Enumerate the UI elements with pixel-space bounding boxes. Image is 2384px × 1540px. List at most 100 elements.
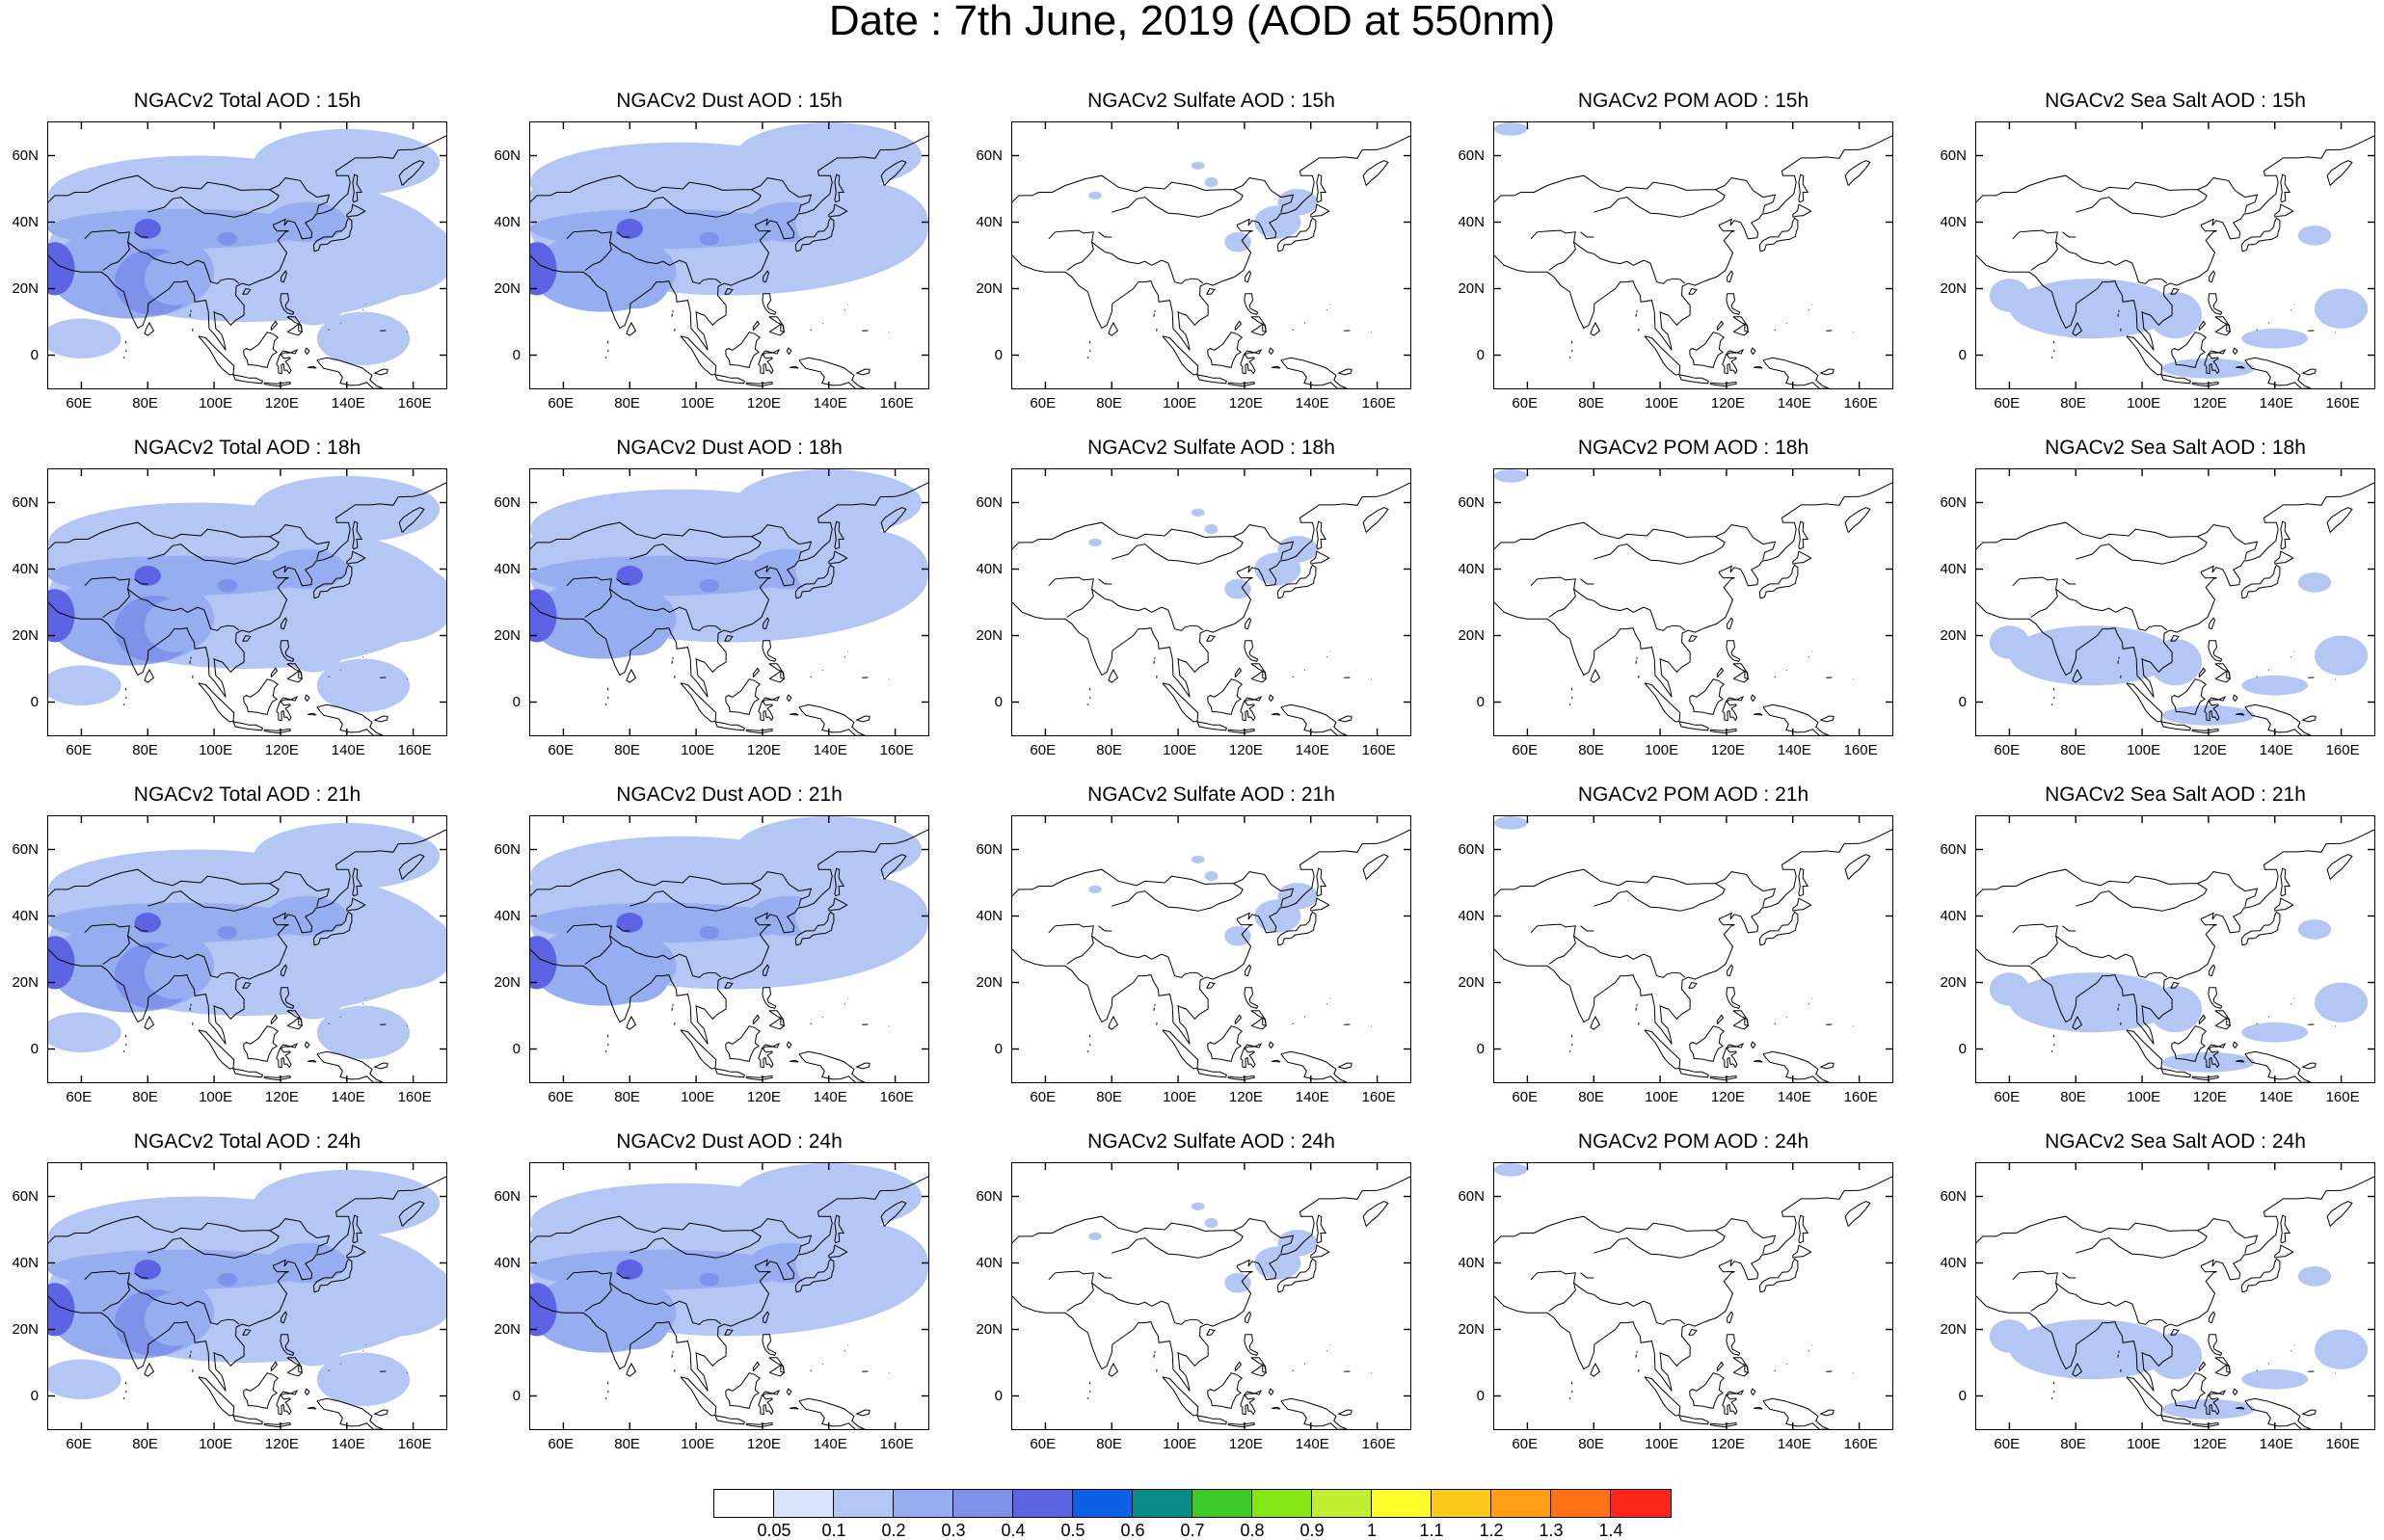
- map-canvas: [1494, 1163, 1892, 1429]
- coastline: [1728, 1312, 1733, 1322]
- lon-tick-label: 60E: [66, 1437, 92, 1452]
- lon-tick-label: 140E: [814, 1090, 847, 1105]
- coastline: [1591, 670, 1600, 682]
- coastline: [1733, 1365, 1748, 1375]
- lon-tick-label: 60E: [1512, 396, 1538, 412]
- coastline: [2192, 1422, 2219, 1426]
- coastline: [1775, 1370, 1776, 1371]
- coastline: [763, 1335, 776, 1356]
- coastline: [287, 324, 302, 334]
- coastline: [1272, 713, 1280, 715]
- coastline: [1581, 1273, 1594, 1278]
- coastline: [2209, 1335, 2222, 1356]
- lon-tick-label: 160E: [880, 396, 914, 412]
- lat-tick-label: 60N: [1934, 1189, 1967, 1205]
- coastline: [199, 1377, 234, 1416]
- colorbar-box: [1432, 1490, 1491, 1517]
- panel-title: NGACv2 Sea Salt AOD : 15h: [1938, 91, 2384, 112]
- coastline: [2233, 695, 2237, 702]
- aod-field: [1277, 189, 1317, 216]
- coastline: [1339, 369, 1352, 375]
- lat-tick-label: 20N: [488, 1322, 521, 1338]
- lon-tick-label: 160E: [398, 743, 432, 758]
- lon-tick-label: 160E: [1844, 743, 1878, 758]
- coastline: [1197, 375, 1226, 384]
- coastline: [1494, 483, 1892, 698]
- coastline: [1112, 1231, 1243, 1259]
- coastline: [1494, 1177, 1892, 1392]
- coastline: [305, 348, 309, 355]
- coastline: [627, 323, 636, 335]
- lat-tick-label: 40N: [6, 1256, 39, 1271]
- lat-tick-label: 40N: [1934, 215, 1967, 230]
- coastline: [1845, 1202, 1870, 1227]
- coastline: [329, 1370, 330, 1371]
- coastline: [305, 695, 309, 702]
- coastline: [264, 1422, 291, 1426]
- coastline: [1090, 1044, 1091, 1046]
- coastline: [1494, 175, 1776, 213]
- aod-field: [736, 1163, 922, 1230]
- coastline: [2257, 330, 2258, 331]
- coastline: [244, 332, 279, 368]
- coastline: [1012, 1216, 1294, 1254]
- panel-title: NGACv2 Sulfate AOD : 18h: [974, 438, 1449, 459]
- coastline: [1197, 722, 1226, 730]
- lon-tick-label: 60E: [1030, 1090, 1056, 1105]
- lat-tick-label: 0: [970, 1389, 1003, 1404]
- colorbar-box: [834, 1490, 894, 1517]
- coastline: [1317, 1215, 1326, 1243]
- lon-tick-label: 80E: [1578, 1437, 1604, 1452]
- coastline: [2031, 1283, 2058, 1311]
- colorbar-label: 1.1: [1419, 1521, 1443, 1540]
- coastline: [1793, 551, 1811, 564]
- aod-field: [1192, 856, 1205, 863]
- colorbar-label: 0.5: [1060, 1521, 1085, 1540]
- map-canvas: [1012, 816, 1410, 1082]
- lon-tick-label: 100E: [2127, 1437, 2160, 1452]
- lat-tick-label: 60N: [488, 1189, 521, 1205]
- coastline: [726, 679, 761, 715]
- map-panel: [1976, 122, 2374, 388]
- panel-title: NGACv2 Dust AOD : 21h: [492, 784, 967, 806]
- panel-title: NGACv2 Sea Salt AOD : 18h: [1938, 438, 2384, 459]
- coastline: [1690, 332, 1725, 368]
- coastline: [1689, 1330, 1697, 1336]
- coastline: [1976, 1216, 2258, 1254]
- coastline: [1197, 1069, 1226, 1077]
- coastline: [1251, 324, 1266, 334]
- lon-tick-label: 120E: [747, 1090, 781, 1105]
- coastline: [1494, 522, 1776, 560]
- panel-title: NGACv2 Dust AOD : 18h: [492, 438, 967, 459]
- lon-tick-label: 80E: [1096, 1090, 1122, 1105]
- lon-tick-label: 120E: [265, 1090, 299, 1105]
- map-canvas: [48, 1163, 446, 1429]
- colorbar-box: [1611, 1490, 1671, 1517]
- coastline: [1679, 1416, 1708, 1424]
- lon-tick-label: 60E: [66, 743, 92, 758]
- coastline: [1207, 289, 1215, 295]
- lat-tick-label: 0: [6, 1042, 39, 1057]
- map-panel: [1494, 1163, 1892, 1429]
- coastline: [1339, 716, 1352, 722]
- lon-tick-label: 140E: [1778, 1090, 1811, 1105]
- coastline: [1799, 1215, 1808, 1243]
- coastline: [811, 1370, 812, 1371]
- coastline: [763, 641, 776, 662]
- coastline: [2013, 230, 2167, 283]
- lat-tick-label: 40N: [488, 909, 521, 924]
- coastline: [308, 1407, 316, 1409]
- lon-tick-label: 60E: [66, 1090, 92, 1105]
- panel-title: NGACv2 POM AOD : 18h: [1456, 438, 1931, 459]
- panel-title: NGACv2 Dust AOD : 24h: [492, 1131, 967, 1153]
- lon-tick-label: 160E: [2326, 396, 2360, 412]
- aod-field: [2298, 919, 2331, 940]
- lat-tick-label: 0: [6, 348, 39, 363]
- map-canvas: [530, 122, 928, 388]
- coastline: [1067, 589, 1094, 617]
- panel-title: NGACv2 Sulfate AOD : 21h: [974, 784, 1449, 806]
- coastline: [1112, 884, 1243, 912]
- coastline: [2063, 232, 2076, 237]
- coastline: [1109, 1364, 1118, 1376]
- coastline: [1012, 175, 1294, 213]
